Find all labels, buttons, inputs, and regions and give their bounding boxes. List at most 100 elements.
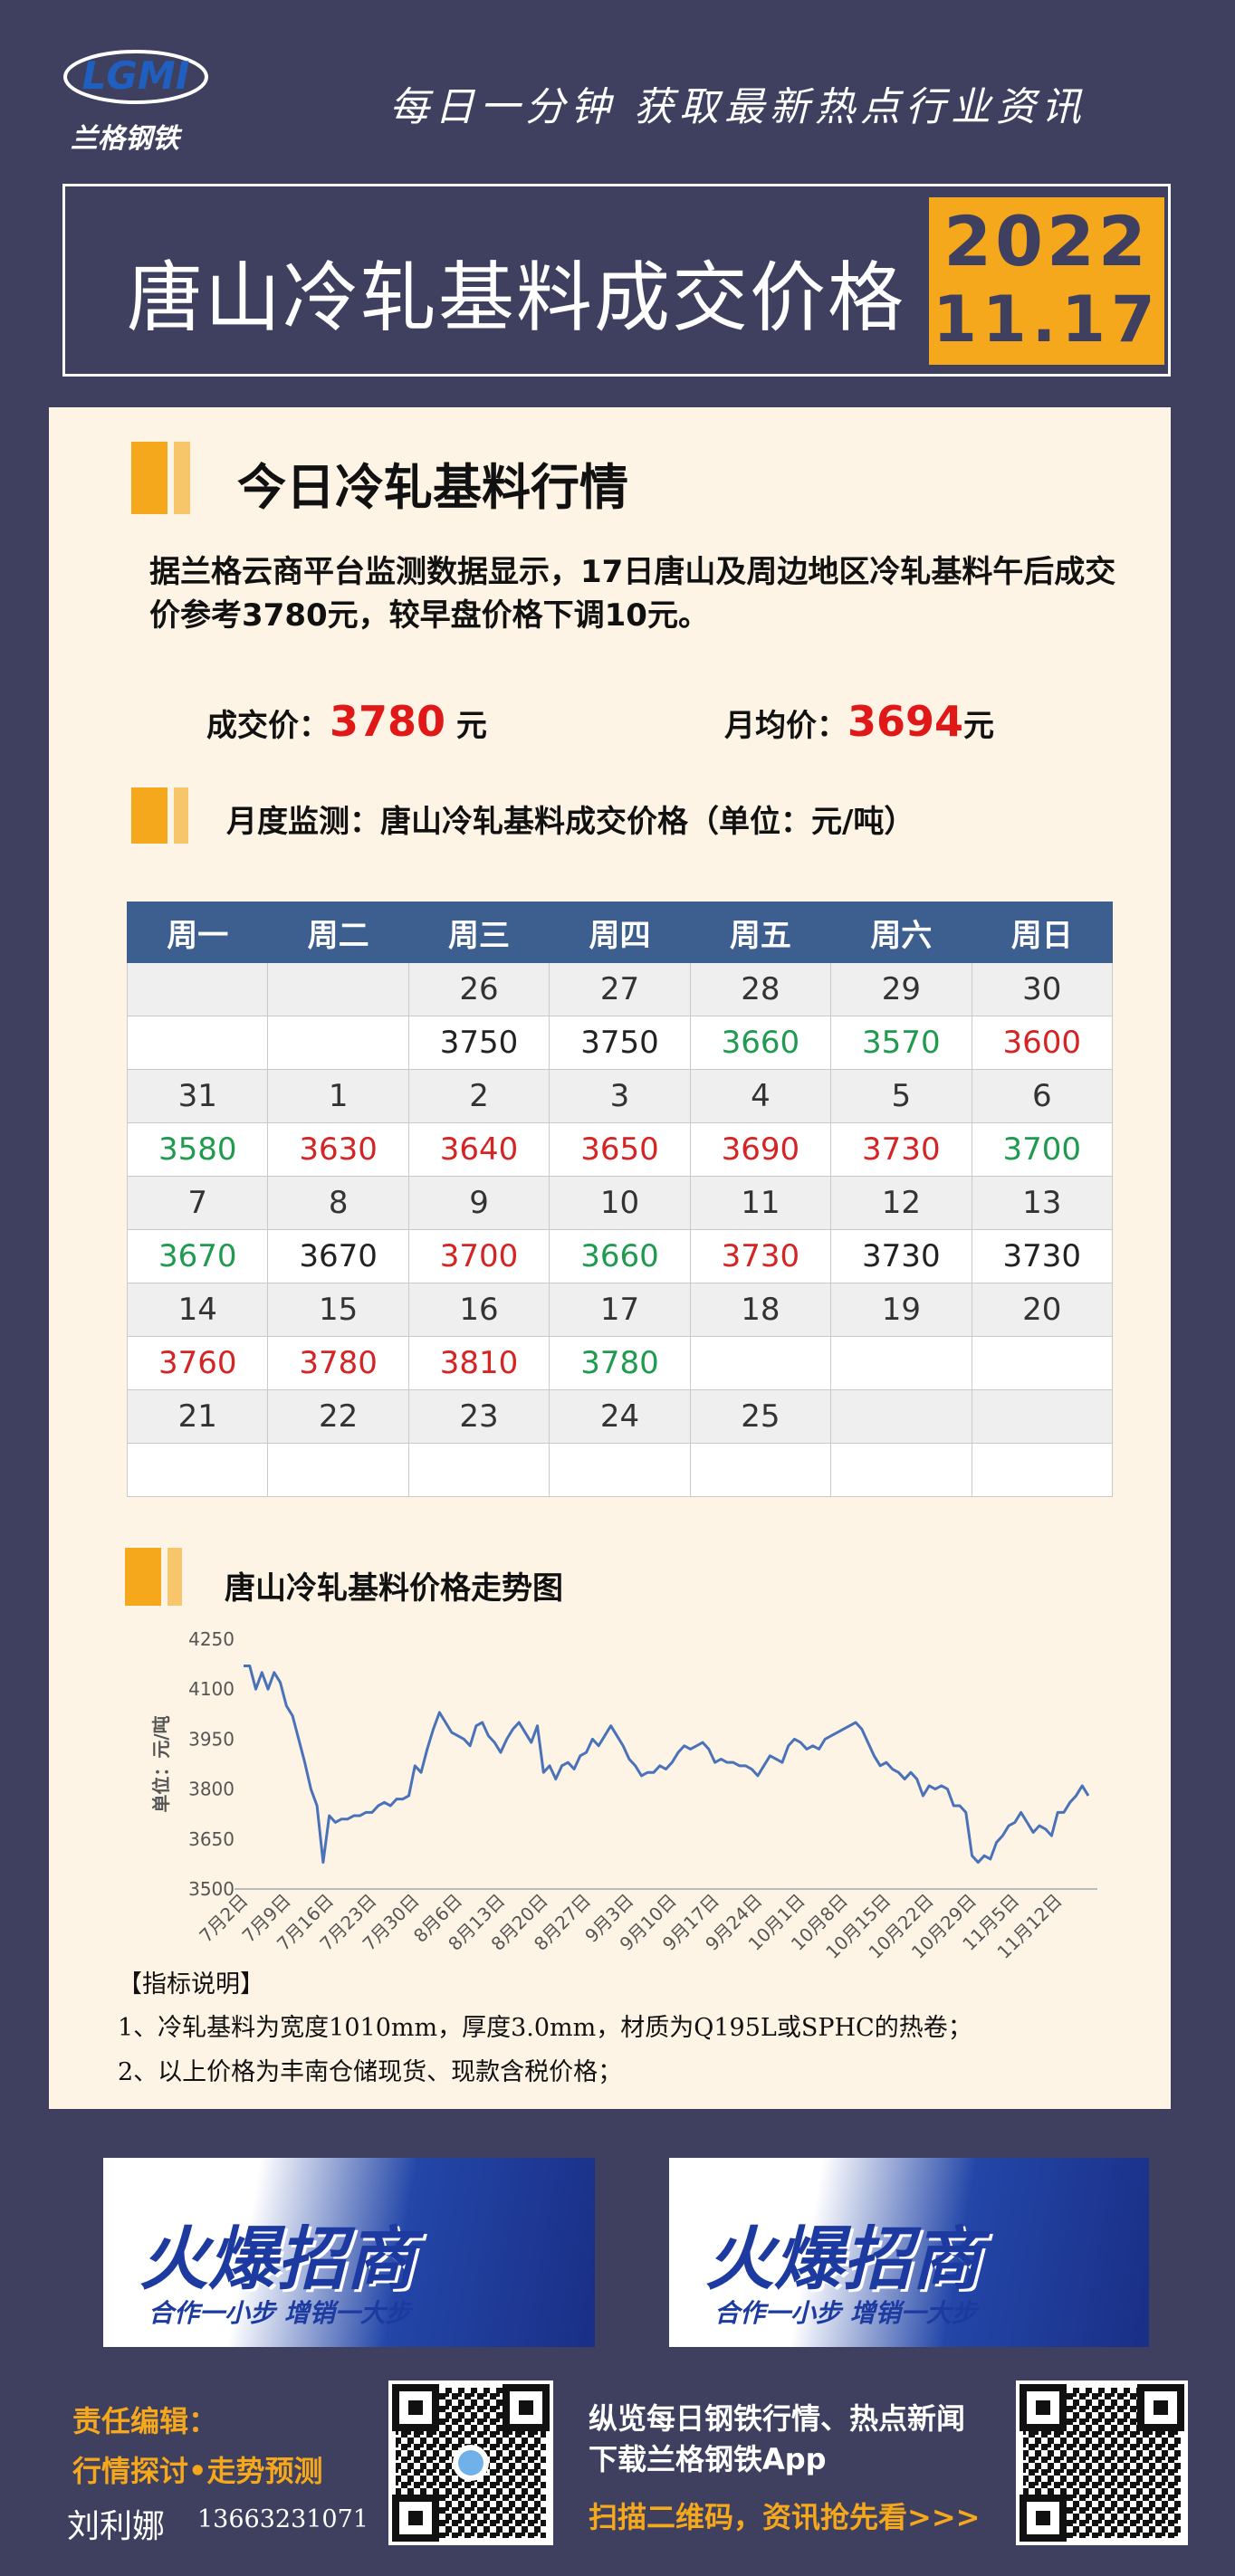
price-cell: 3730 xyxy=(971,1229,1114,1283)
date-box xyxy=(929,197,1164,365)
weekday-header: 周二 xyxy=(267,902,409,963)
brand: 兰格钢铁 xyxy=(71,123,179,155)
day-cell xyxy=(830,1389,972,1444)
price-cell: 3690 xyxy=(689,1122,832,1177)
banner[interactable]: 火爆招商 合作一小步 增销一大步 xyxy=(103,2158,595,2347)
price-cell: 3700 xyxy=(407,1229,550,1283)
weekday-header: 周五 xyxy=(689,902,832,963)
section-heading: 今日冷轧基料行情 xyxy=(237,459,628,516)
price-row: 3670 3670 3700 3660 3730 3730 3730 xyxy=(126,1229,1114,1283)
y-tick-label: 3950 xyxy=(188,1728,235,1750)
qr-code[interactable] xyxy=(388,2380,553,2545)
day-cell: 6 xyxy=(971,1069,1114,1123)
day-cell: 30 xyxy=(971,962,1114,1016)
day-cell: 17 xyxy=(549,1283,691,1337)
price-cell: 3660 xyxy=(549,1229,691,1283)
weekday-header: 周四 xyxy=(549,902,691,963)
editor-name: 刘利娜 xyxy=(67,2508,166,2545)
price-cell: 3750 xyxy=(549,1016,691,1070)
banner[interactable]: 火爆招商 合作一小步 增销一大步 xyxy=(669,2158,1149,2347)
day-cell xyxy=(267,962,409,1016)
day-cell: 15 xyxy=(267,1283,409,1337)
section-marker xyxy=(125,1548,161,1606)
date-day: 11.17 xyxy=(933,282,1161,357)
title-box xyxy=(62,184,1171,377)
promo-text: 纵览每日钢铁行情、热点新闻 xyxy=(589,2401,966,2436)
day-cell: 20 xyxy=(971,1283,1114,1337)
plot-area xyxy=(225,1630,1105,1889)
day-cell: 23 xyxy=(407,1389,550,1444)
price-cell: 3660 xyxy=(689,1016,832,1070)
day-row: 14 15 16 17 18 19 20 xyxy=(126,1283,1114,1337)
price-cell xyxy=(830,1336,972,1390)
day-cell: 12 xyxy=(830,1176,972,1230)
avg-value: 3694 xyxy=(847,697,964,746)
editor-topic: 行情探讨•走势预测 xyxy=(72,2454,323,2488)
day-cell: 31 xyxy=(126,1069,269,1123)
slogan: 每日一分钟 获取最新热点行业资讯 xyxy=(389,84,1087,130)
day-cell xyxy=(971,1389,1114,1444)
price-cell: 3760 xyxy=(126,1336,269,1390)
page-title: 唐山冷轧基料成交价格 xyxy=(127,253,906,342)
price-cell: 3730 xyxy=(689,1229,832,1283)
avg-unit: 元 xyxy=(963,708,995,744)
day-cell: 10 xyxy=(549,1176,691,1230)
price-cell: 3630 xyxy=(267,1122,409,1177)
qr-code[interactable] xyxy=(1016,2380,1188,2545)
avg-price-row: 月均价：3694元 xyxy=(724,697,994,746)
price-cell xyxy=(407,1443,550,1497)
price-cell: 3730 xyxy=(830,1229,972,1283)
price-cell: 3700 xyxy=(971,1122,1114,1177)
price-row: 3750 3750 3660 3570 3600 xyxy=(126,1016,1114,1070)
banner-slogan: 合作一小步 增销一大步 xyxy=(148,2298,411,2328)
day-cell: 27 xyxy=(549,962,691,1016)
day-cell: 5 xyxy=(830,1069,972,1123)
section-marker xyxy=(131,787,168,844)
day-cell: 29 xyxy=(830,962,972,1016)
avg-label: 月均价： xyxy=(724,708,847,744)
price-row: 3760 3780 3810 3780 xyxy=(126,1336,1114,1390)
day-cell: 16 xyxy=(407,1283,550,1337)
price-cell xyxy=(267,1443,409,1497)
day-cell: 3 xyxy=(549,1069,691,1123)
day-cell: 25 xyxy=(689,1389,832,1444)
price-cell xyxy=(689,1336,832,1390)
day-cell: 21 xyxy=(126,1389,269,1444)
chart: 350036503800395041004250单位：元/吨7月2日7月9日7月… xyxy=(150,1628,1105,1963)
price-cell xyxy=(126,1443,269,1497)
banner-slogan: 合作一小步 增销一大步 xyxy=(714,2298,977,2328)
y-tick-label: 3800 xyxy=(188,1779,235,1800)
day-cell: 18 xyxy=(689,1283,832,1337)
deal-label: 成交价： xyxy=(206,708,330,744)
price-cell: 3780 xyxy=(267,1336,409,1390)
weekday-header: 周三 xyxy=(407,902,550,963)
section-marker xyxy=(131,442,168,514)
editor-phone: 13663231071 xyxy=(197,2505,369,2533)
day-cell: 28 xyxy=(689,962,832,1016)
price-calendar: 周一 周二 周三 周四 周五 周六 周日 26 27 28 29 30 3750 3750 3660 3570… xyxy=(126,902,1114,1497)
weekday-header: 周日 xyxy=(971,902,1114,963)
price-cell: 3640 xyxy=(407,1122,550,1177)
day-cell: 7 xyxy=(126,1176,269,1230)
price-cell xyxy=(971,1336,1114,1390)
day-cell: 2 xyxy=(407,1069,550,1123)
price-cell: 3750 xyxy=(407,1016,550,1070)
banner-title: 火爆招商 xyxy=(705,2218,981,2299)
price-cell xyxy=(830,1443,972,1497)
editor-label: 责任编辑： xyxy=(72,2404,218,2438)
day-cell: 19 xyxy=(830,1283,972,1337)
y-axis-label: 单位：元/吨 xyxy=(150,1715,172,1812)
section-marker xyxy=(174,442,190,514)
chart-title: 唐山冷轧基料价格走势图 xyxy=(225,1570,563,1607)
day-row: 21 22 23 24 25 xyxy=(126,1389,1114,1444)
day-cell: 1 xyxy=(267,1069,409,1123)
day-row: 7 8 9 10 11 12 13 xyxy=(126,1176,1114,1230)
price-row xyxy=(126,1443,1114,1497)
day-cell: 11 xyxy=(689,1176,832,1230)
day-cell: 9 xyxy=(407,1176,550,1230)
logo-mark: LGMI xyxy=(63,50,208,104)
y-tick-label: 4100 xyxy=(188,1678,235,1700)
day-cell: 24 xyxy=(549,1389,691,1444)
note: 2、以上价格为丰南仓储现货、现款含税价格； xyxy=(118,2058,623,2086)
